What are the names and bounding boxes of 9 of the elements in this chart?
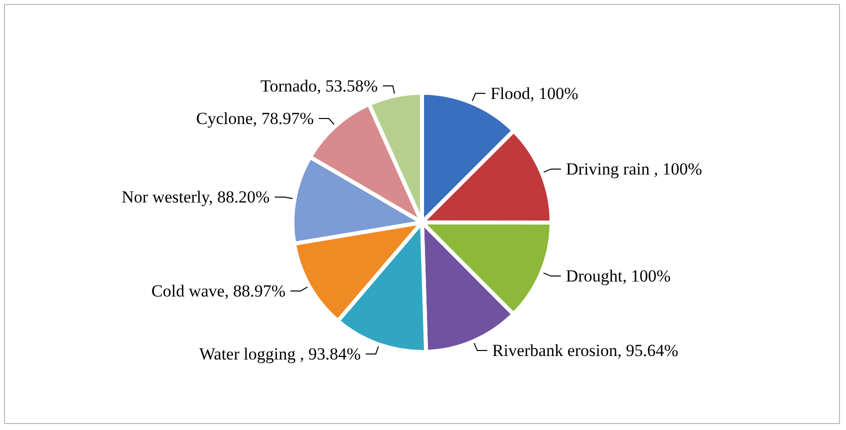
slice-label: Flood, 100% bbox=[490, 84, 578, 103]
slice-label: Water logging , 93.84% bbox=[199, 344, 361, 364]
slice-label: Cyclone, 78.97% bbox=[196, 109, 314, 128]
slice-label: Tornado, 53.58% bbox=[260, 76, 378, 96]
slice-label: Drought, 100% bbox=[566, 266, 671, 286]
slice-label: Nor westerly, 88.20% bbox=[122, 188, 270, 207]
slice-label: Riverbank erosion, 95.64% bbox=[492, 341, 678, 360]
slice-label: Driving rain , 100% bbox=[566, 160, 702, 179]
slice-label: Cold wave, 88.97% bbox=[151, 282, 286, 301]
